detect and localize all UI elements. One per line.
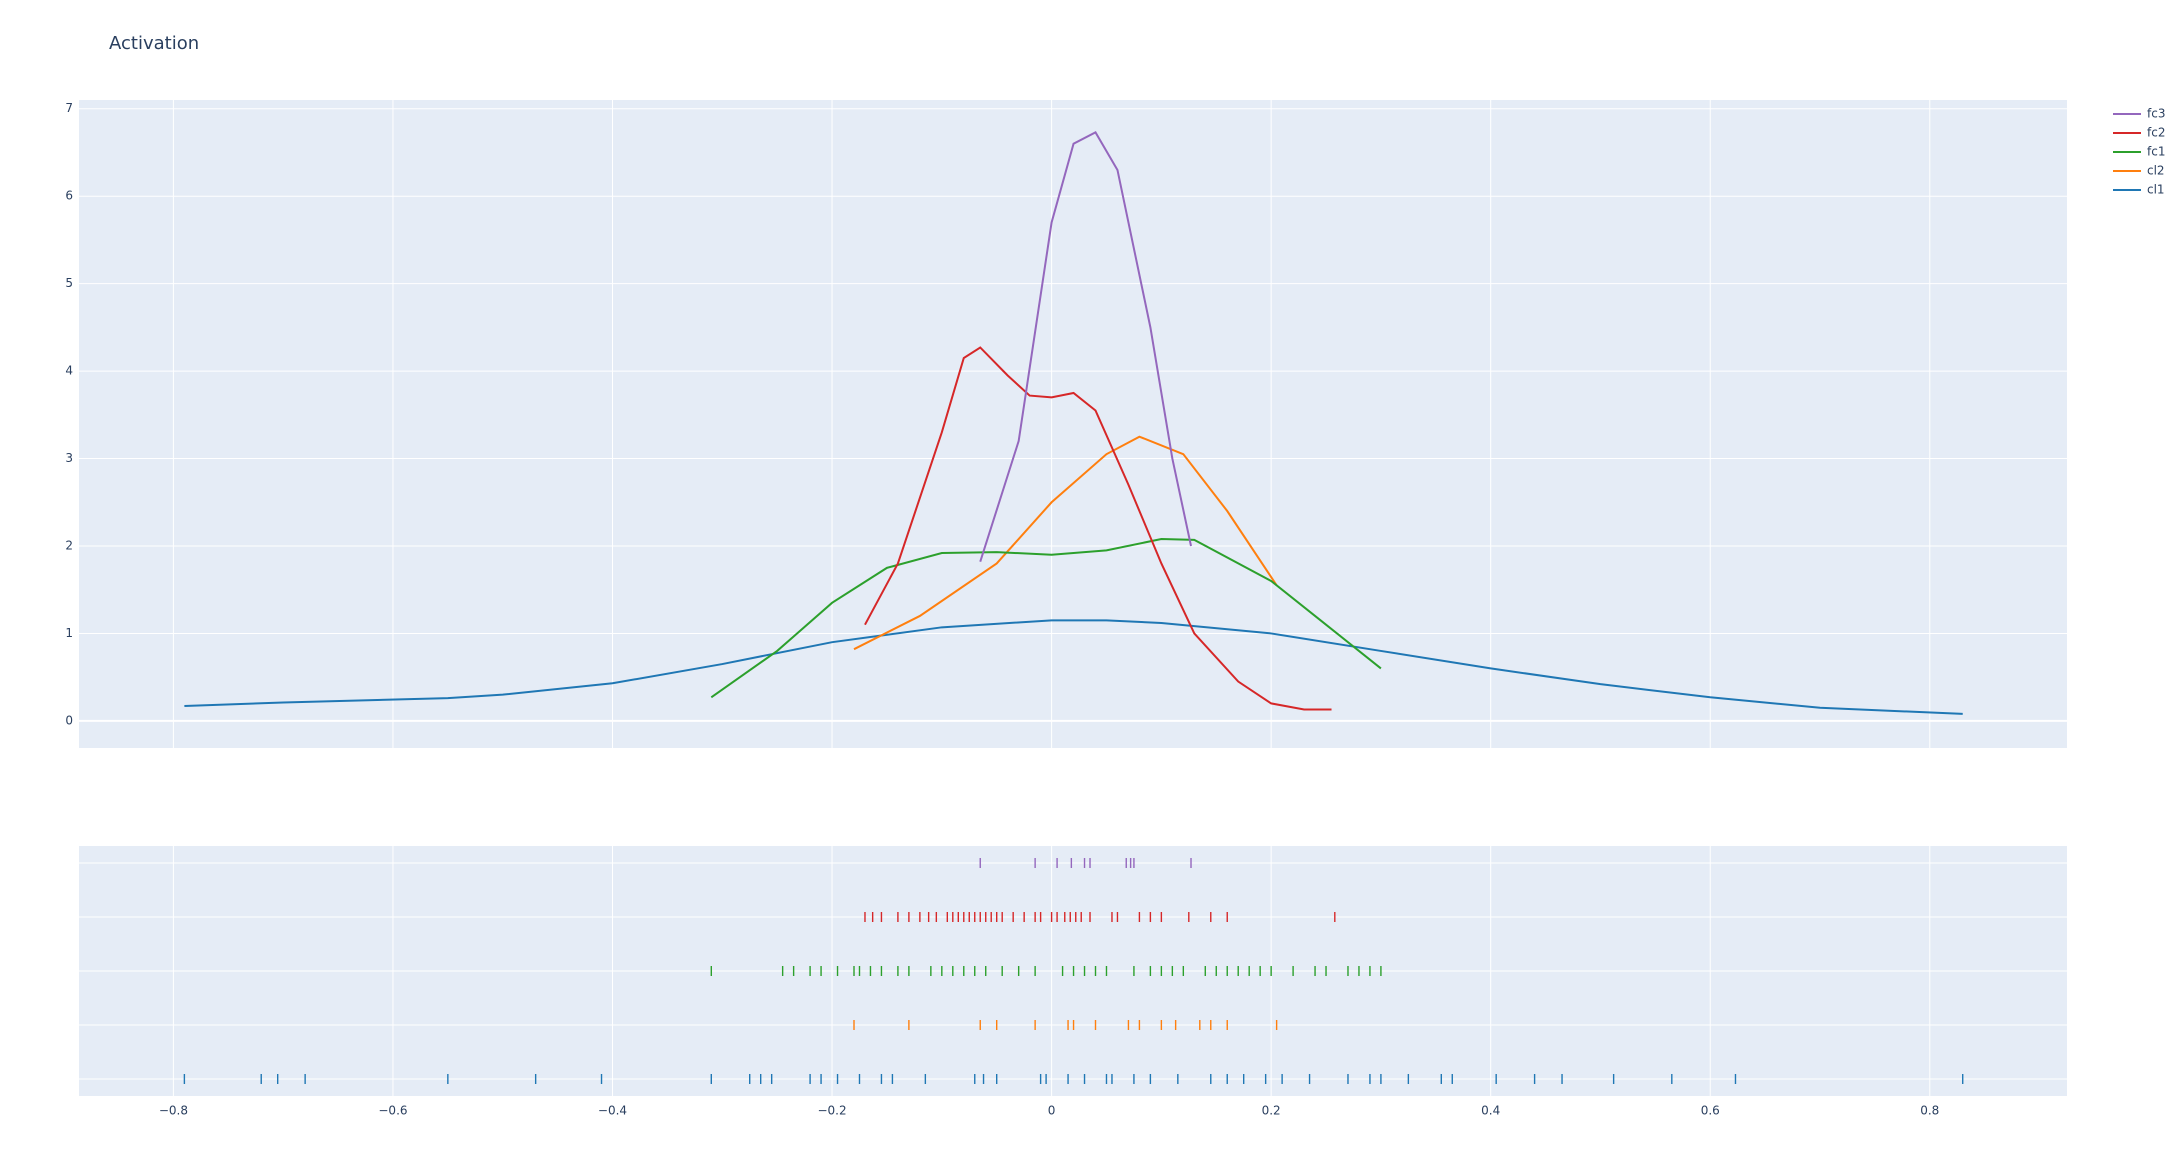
x-tick-label: 0.8 bbox=[1920, 1104, 1939, 1118]
density-line bbox=[184, 619, 1963, 715]
x-tick-label: 0.4 bbox=[1481, 1104, 1500, 1118]
plot-area bbox=[79, 100, 2067, 748]
x-tick-label: 0 bbox=[1048, 1104, 1056, 1118]
x-tick-label: −0.8 bbox=[159, 1104, 188, 1118]
y-tick-label: 0 bbox=[65, 713, 73, 727]
x-tick-label: 0.2 bbox=[1262, 1104, 1281, 1118]
legend-label: cl1 bbox=[2147, 183, 2165, 197]
density-line bbox=[710, 537, 1382, 699]
y-tick-label: 1 bbox=[65, 626, 73, 640]
y-tick-label: 2 bbox=[65, 538, 73, 552]
density-line bbox=[853, 435, 1278, 651]
density-line bbox=[979, 131, 1192, 563]
legend-label: fc1 bbox=[2147, 145, 2165, 159]
legend-label: fc2 bbox=[2147, 126, 2165, 140]
density-line bbox=[864, 346, 1332, 711]
y-tick-label: 4 bbox=[65, 364, 73, 378]
y-tick-label: 5 bbox=[65, 276, 73, 290]
x-tick-label: −0.6 bbox=[378, 1104, 407, 1118]
y-tick-label: 7 bbox=[65, 101, 73, 115]
legend-label: cl2 bbox=[2147, 164, 2165, 178]
y-tick-label: 3 bbox=[65, 451, 73, 465]
legend-label: fc3 bbox=[2147, 107, 2165, 121]
y-tick-label: 6 bbox=[65, 189, 73, 203]
x-tick-label: 0.6 bbox=[1701, 1104, 1720, 1118]
chart-title: Activation bbox=[109, 33, 199, 54]
x-tick-label: −0.2 bbox=[817, 1104, 846, 1118]
x-tick-label: −0.4 bbox=[598, 1104, 627, 1118]
